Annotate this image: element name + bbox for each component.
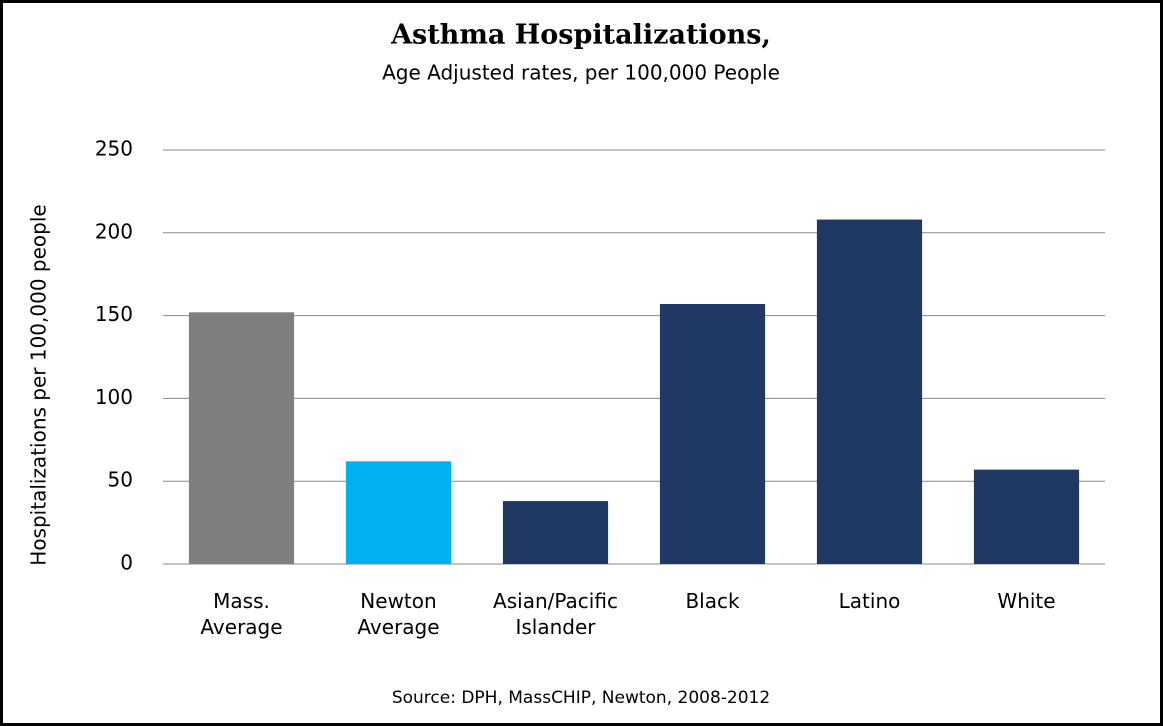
y-tick-label: 50 <box>108 468 133 492</box>
bar <box>345 461 452 564</box>
x-tick-label: Latino <box>838 589 901 613</box>
bar <box>502 501 609 564</box>
chart-title: Asthma Hospitalizations, <box>390 20 771 51</box>
bar <box>973 469 1080 564</box>
y-tick-label: 200 <box>95 219 133 243</box>
x-tick-label: Asian/Pacific Islander <box>493 589 618 639</box>
x-tick-label: Newton Average <box>357 589 440 639</box>
y-tick-label: 150 <box>95 302 133 326</box>
chart-subtitle: Age Adjusted rates, per 100,000 People <box>382 61 780 85</box>
x-tick-label: Black <box>685 589 740 613</box>
y-tick-label: 100 <box>95 385 133 409</box>
source: Source: DPH, MassCHIP, Newton, 2008-2012 <box>392 688 770 708</box>
bar <box>659 304 766 564</box>
bar <box>816 219 923 564</box>
x-tick-label: White <box>997 589 1056 613</box>
y-tick-label: 250 <box>95 137 133 161</box>
y-axis-label: Hospitalizations per 100,000 people <box>27 204 51 565</box>
y-tick-label: 0 <box>120 551 133 575</box>
x-tick-label: Mass. Average <box>200 589 283 639</box>
bar <box>188 312 295 564</box>
